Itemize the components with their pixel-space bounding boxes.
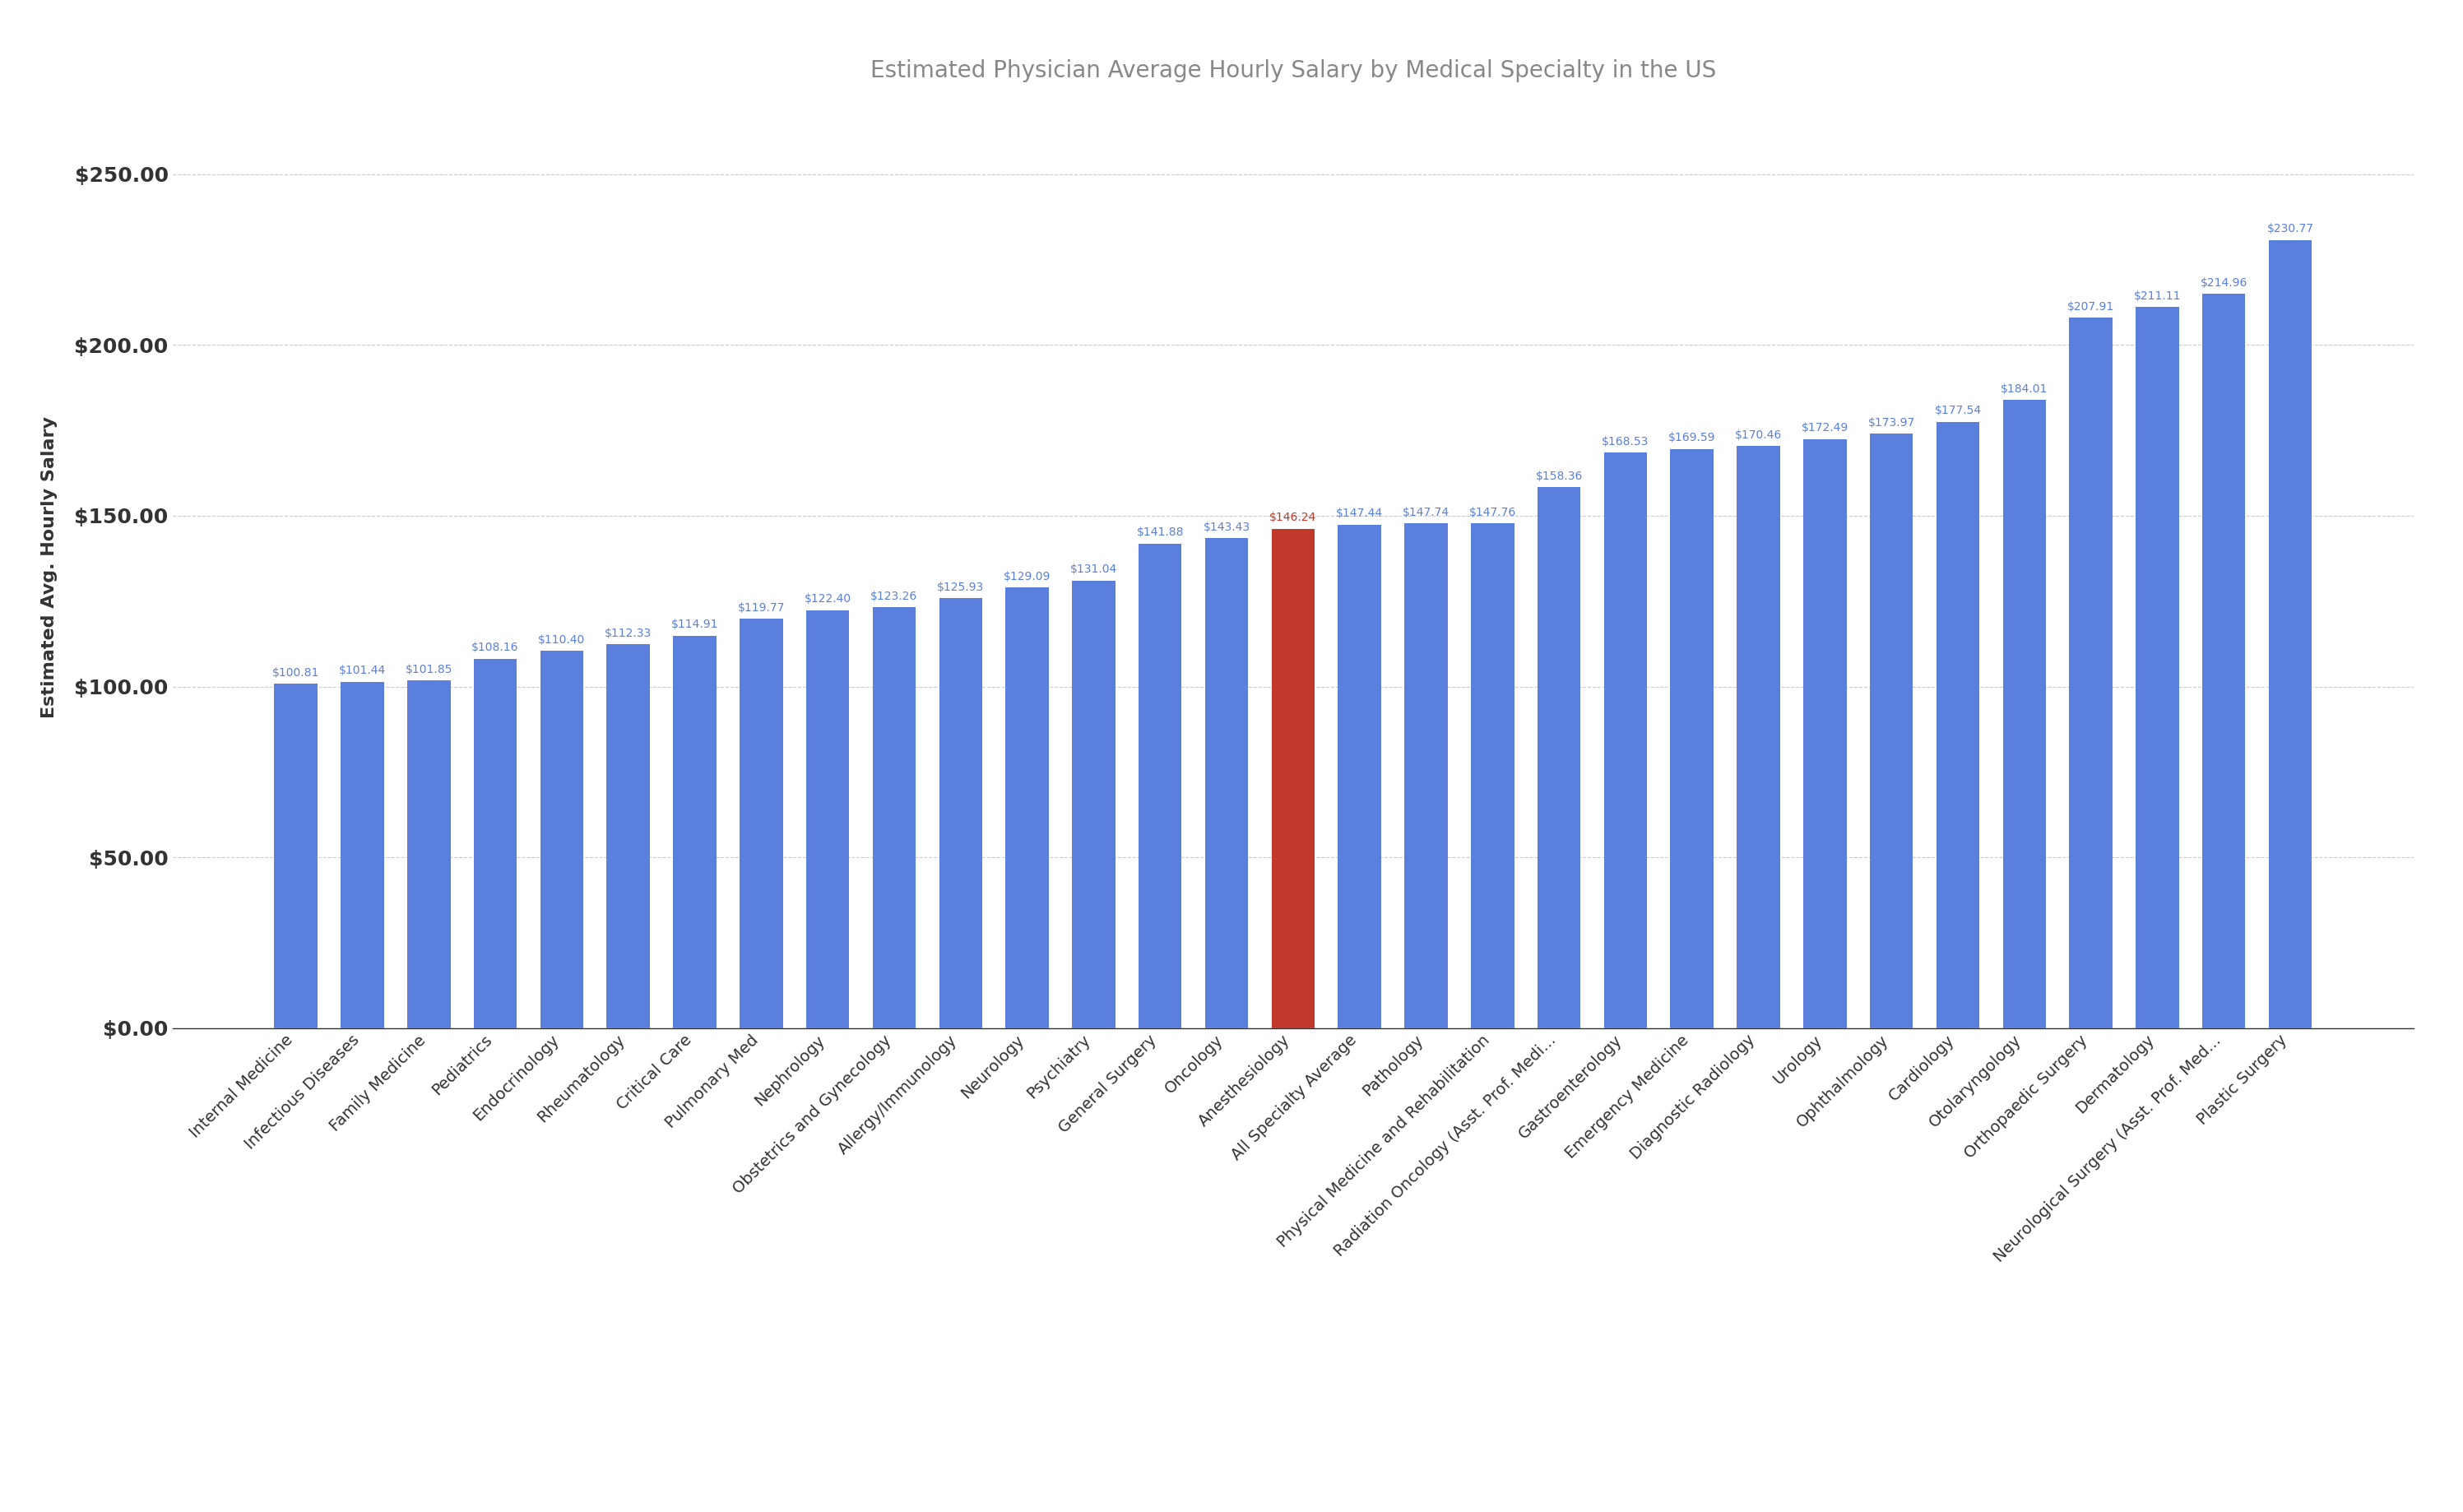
Text: $184.01: $184.01 <box>2000 383 2047 395</box>
Text: $119.77: $119.77 <box>736 602 786 614</box>
Bar <box>2202 293 2246 1028</box>
Text: $168.53: $168.53 <box>1601 435 1650 448</box>
Bar <box>805 609 850 1028</box>
Bar <box>938 597 983 1028</box>
Bar <box>872 608 916 1028</box>
Bar <box>1869 434 1914 1028</box>
Bar <box>739 618 783 1028</box>
Bar <box>2135 307 2180 1028</box>
Y-axis label: Estimated Avg. Hourly Salary: Estimated Avg. Hourly Salary <box>42 416 57 718</box>
Text: $173.97: $173.97 <box>1867 417 1914 429</box>
Text: $211.11: $211.11 <box>2133 290 2180 302</box>
Bar <box>1803 438 1847 1028</box>
Text: $146.24: $146.24 <box>1268 513 1318 523</box>
Text: $172.49: $172.49 <box>1800 422 1847 434</box>
Text: $170.46: $170.46 <box>1734 429 1781 440</box>
Bar <box>1138 543 1182 1028</box>
Bar <box>473 659 517 1028</box>
Text: $169.59: $169.59 <box>1667 432 1717 443</box>
Text: $214.96: $214.96 <box>2199 277 2246 289</box>
Bar <box>406 680 451 1028</box>
Text: $108.16: $108.16 <box>473 643 520 653</box>
Bar <box>1736 446 1781 1028</box>
Text: $101.44: $101.44 <box>340 665 387 676</box>
Bar <box>672 635 717 1028</box>
Text: $123.26: $123.26 <box>869 591 919 602</box>
Bar <box>1204 538 1249 1028</box>
Bar <box>1337 525 1382 1028</box>
Text: $122.40: $122.40 <box>805 593 852 605</box>
Bar <box>2002 399 2047 1028</box>
Text: $147.74: $147.74 <box>1401 507 1451 519</box>
Text: $110.40: $110.40 <box>539 635 586 646</box>
Bar <box>1537 487 1581 1028</box>
Bar <box>1071 581 1116 1028</box>
Text: $112.33: $112.33 <box>606 627 653 640</box>
Bar <box>1670 449 1714 1028</box>
Text: $129.09: $129.09 <box>1002 570 1052 582</box>
Bar <box>1005 587 1049 1028</box>
Bar <box>1470 523 1515 1028</box>
Text: $147.76: $147.76 <box>1468 507 1517 519</box>
Text: $101.85: $101.85 <box>406 664 453 676</box>
Bar <box>1936 422 1980 1028</box>
Title: Estimated Physician Average Hourly Salary by Medical Specialty in the US: Estimated Physician Average Hourly Salar… <box>869 59 1717 82</box>
Text: $230.77: $230.77 <box>2266 224 2313 234</box>
Text: $143.43: $143.43 <box>1202 522 1251 534</box>
Bar <box>340 682 384 1028</box>
Text: $147.44: $147.44 <box>1335 508 1384 520</box>
Text: $141.88: $141.88 <box>1135 526 1185 538</box>
Text: $177.54: $177.54 <box>1933 405 1980 417</box>
Bar <box>1603 452 1648 1028</box>
Bar <box>273 683 318 1028</box>
Text: $114.91: $114.91 <box>670 618 719 631</box>
Bar <box>2069 318 2113 1028</box>
Text: $125.93: $125.93 <box>936 581 985 593</box>
Text: $207.91: $207.91 <box>2066 301 2113 313</box>
Bar <box>1404 523 1448 1028</box>
Text: $131.04: $131.04 <box>1069 564 1118 576</box>
Bar <box>606 644 650 1028</box>
Bar <box>1271 529 1315 1028</box>
Bar <box>539 652 584 1028</box>
Bar <box>2268 240 2313 1028</box>
Text: $158.36: $158.36 <box>1534 470 1584 482</box>
Text: $100.81: $100.81 <box>273 667 320 679</box>
